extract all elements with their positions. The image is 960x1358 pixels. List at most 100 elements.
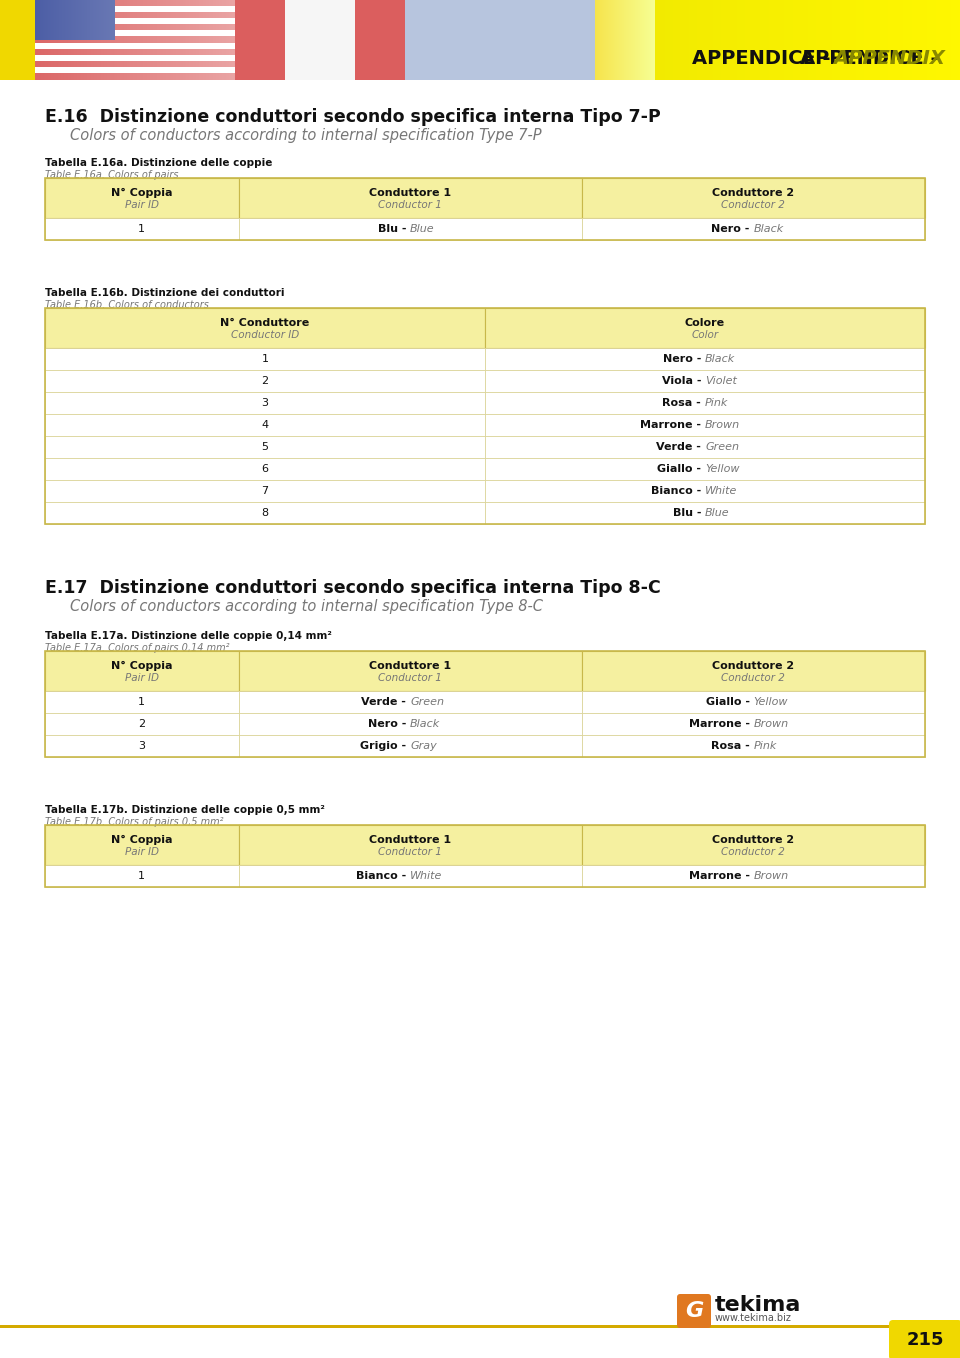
Text: Conductor ID: Conductor ID	[230, 330, 300, 340]
Text: Marrone -: Marrone -	[640, 420, 705, 430]
Bar	[582, 178, 925, 219]
Text: 1: 1	[138, 870, 145, 881]
Text: Yellow: Yellow	[754, 697, 788, 708]
Bar	[45, 436, 485, 458]
Text: APPENDICE -: APPENDICE -	[692, 49, 837, 68]
Text: Colors of conductors according to internal specification Type 8-C: Colors of conductors according to intern…	[70, 599, 543, 614]
Text: Blu -: Blu -	[673, 508, 705, 517]
Bar	[239, 865, 582, 887]
Text: N° Coppia: N° Coppia	[111, 661, 173, 671]
Text: Yellow: Yellow	[705, 464, 739, 474]
Text: Colore: Colore	[684, 318, 725, 329]
Text: Nero -: Nero -	[711, 224, 754, 234]
Text: E.17  Distinzione conduttori secondo specifica interna Tipo 8-C: E.17 Distinzione conduttori secondo spec…	[45, 579, 660, 598]
Text: 4: 4	[261, 420, 269, 430]
Text: Giallo -: Giallo -	[658, 464, 705, 474]
Text: G: G	[684, 1301, 703, 1321]
Text: Bianco -: Bianco -	[651, 486, 705, 496]
Bar	[45, 865, 239, 887]
Text: APPENDICE -: APPENDICE -	[800, 49, 945, 68]
Text: Black: Black	[410, 718, 441, 729]
Text: Marrone -: Marrone -	[688, 870, 754, 881]
Text: 3: 3	[261, 398, 269, 407]
Text: 2: 2	[138, 718, 145, 729]
Text: Pair ID: Pair ID	[125, 847, 158, 857]
Bar	[45, 308, 925, 524]
Text: 1: 1	[138, 697, 145, 708]
Bar	[239, 826, 582, 865]
Text: N° Conduttore: N° Conduttore	[221, 318, 310, 329]
Text: Bianco -: Bianco -	[356, 870, 410, 881]
Bar	[45, 713, 239, 735]
Bar	[0, 0, 35, 80]
Text: N° Coppia: N° Coppia	[111, 835, 173, 845]
Bar	[45, 650, 925, 756]
Text: N° Coppia: N° Coppia	[111, 187, 173, 198]
Text: APPENDIX: APPENDIX	[833, 49, 945, 68]
Text: E.16  Distinzione conduttori secondo specifica interna Tipo 7-P: E.16 Distinzione conduttori secondo spec…	[45, 109, 660, 126]
Bar	[485, 308, 925, 348]
Text: Conductor 2: Conductor 2	[722, 847, 785, 857]
Bar	[45, 178, 925, 240]
Bar	[45, 502, 485, 524]
Text: 1: 1	[261, 354, 269, 364]
Bar	[239, 691, 582, 713]
Text: Green: Green	[410, 697, 444, 708]
Bar	[485, 458, 925, 479]
Text: Table E.16b. Colors of conductors: Table E.16b. Colors of conductors	[45, 300, 209, 310]
Text: www.tekima.biz: www.tekima.biz	[715, 1313, 792, 1323]
Bar	[582, 713, 925, 735]
Bar	[485, 436, 925, 458]
Bar	[485, 479, 925, 502]
Text: Colors of conductors according to internal specification Type 7-P: Colors of conductors according to intern…	[70, 128, 541, 143]
Bar	[45, 735, 239, 756]
Text: Pair ID: Pair ID	[125, 200, 158, 210]
Text: tekima: tekima	[715, 1296, 802, 1315]
Bar	[582, 865, 925, 887]
Text: Black: Black	[754, 224, 783, 234]
Bar	[45, 691, 239, 713]
Text: Pink: Pink	[705, 398, 729, 407]
Text: Conduttore 2: Conduttore 2	[712, 187, 795, 198]
Bar	[45, 479, 485, 502]
Text: Tabella E.16b. Distinzione dei conduttori: Tabella E.16b. Distinzione dei conduttor…	[45, 288, 284, 297]
Text: Table E.16a. Colors of pairs: Table E.16a. Colors of pairs	[45, 170, 179, 181]
Text: Tabella E.17b. Distinzione delle coppie 0,5 mm²: Tabella E.17b. Distinzione delle coppie …	[45, 805, 324, 815]
Text: 1: 1	[138, 224, 145, 234]
Text: 6: 6	[261, 464, 269, 474]
Text: Table E.17a. Colors of pairs 0,14 mm²: Table E.17a. Colors of pairs 0,14 mm²	[45, 642, 229, 653]
Bar	[45, 650, 239, 691]
Text: Conduttore 2: Conduttore 2	[712, 835, 795, 845]
Bar	[485, 502, 925, 524]
Bar	[239, 713, 582, 735]
Bar	[239, 178, 582, 219]
Text: APPENDICE - APPENDIX: APPENDICE - APPENDIX	[688, 49, 945, 68]
Text: 5: 5	[261, 441, 269, 452]
Bar	[45, 369, 485, 392]
Bar	[45, 348, 485, 369]
Text: Conductor 1: Conductor 1	[378, 200, 443, 210]
Bar	[45, 826, 925, 887]
Text: Table E.17b. Colors of pairs 0,5 mm²: Table E.17b. Colors of pairs 0,5 mm²	[45, 818, 224, 827]
Bar	[45, 219, 239, 240]
Bar	[239, 650, 582, 691]
Text: Brown: Brown	[754, 870, 788, 881]
Text: Green: Green	[705, 441, 739, 452]
Text: 2: 2	[261, 376, 269, 386]
Text: Rosa -: Rosa -	[710, 741, 754, 751]
Text: Verde -: Verde -	[362, 697, 410, 708]
Text: Giallo -: Giallo -	[706, 697, 754, 708]
Bar	[485, 348, 925, 369]
Text: Marrone -: Marrone -	[688, 718, 754, 729]
Text: Tabella E.16a. Distinzione delle coppie: Tabella E.16a. Distinzione delle coppie	[45, 158, 273, 168]
Text: Conductor 1: Conductor 1	[378, 847, 443, 857]
Text: Tabella E.17a. Distinzione delle coppie 0,14 mm²: Tabella E.17a. Distinzione delle coppie …	[45, 631, 332, 641]
Text: Nero -: Nero -	[662, 354, 705, 364]
Text: Nero -: Nero -	[368, 718, 410, 729]
Text: 215: 215	[907, 1331, 945, 1348]
Text: Conductor 1: Conductor 1	[378, 674, 443, 683]
Text: Grigio -: Grigio -	[360, 741, 410, 751]
Bar	[45, 308, 485, 348]
Bar	[582, 691, 925, 713]
Text: 8: 8	[261, 508, 269, 517]
